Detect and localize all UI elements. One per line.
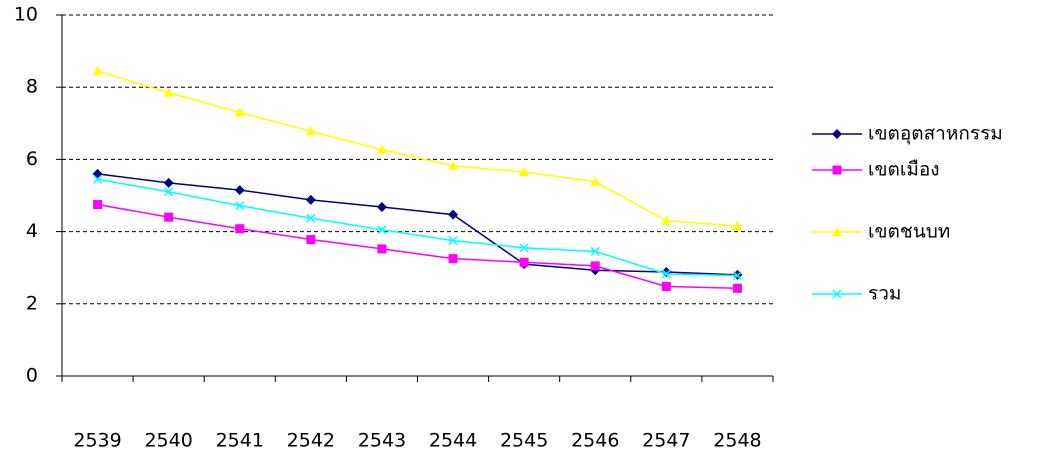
marker	[234, 185, 245, 196]
marker	[234, 107, 245, 117]
x-tick-label: 2547	[642, 430, 690, 452]
marker	[661, 269, 671, 279]
series-line	[97, 70, 738, 227]
legend-marker	[832, 227, 842, 236]
marker	[590, 246, 600, 256]
marker	[519, 243, 529, 253]
x-tick-label: 2544	[429, 430, 477, 452]
legend-label: เขตอุตสาหกรรม	[868, 123, 1003, 146]
x-tick-label: 2543	[358, 430, 406, 452]
x-tick-label: 2546	[571, 430, 619, 452]
marker	[235, 201, 245, 211]
y-tick-label: 6	[26, 148, 38, 170]
marker	[661, 281, 671, 291]
y-tick-label: 8	[26, 76, 38, 98]
legend-marker	[832, 129, 842, 139]
marker	[448, 209, 459, 220]
marker	[732, 283, 742, 293]
marker	[519, 257, 529, 267]
x-tick-label: 2541	[216, 430, 264, 452]
x-tick-label: 2545	[500, 430, 548, 452]
marker	[590, 176, 601, 186]
marker	[377, 244, 387, 254]
marker	[306, 235, 316, 245]
marker	[661, 215, 672, 225]
marker	[448, 236, 458, 246]
marker	[448, 160, 459, 170]
x-tick-label: 2539	[73, 430, 121, 452]
marker	[93, 200, 103, 210]
marker	[376, 202, 387, 213]
marker	[235, 224, 245, 234]
legend-marker	[832, 165, 842, 175]
marker	[732, 271, 742, 281]
x-tick-label: 2540	[144, 430, 192, 452]
marker	[732, 221, 743, 231]
legend-label: รวม	[868, 283, 901, 305]
x-tick-label: 2542	[287, 430, 335, 452]
series-line	[97, 178, 738, 277]
marker	[92, 65, 103, 75]
y-tick-label: 10	[14, 4, 38, 26]
marker	[519, 167, 530, 177]
marker	[164, 212, 174, 222]
marker	[305, 126, 316, 136]
y-tick-label: 2	[26, 292, 38, 314]
marker	[163, 87, 174, 97]
marker	[377, 225, 387, 235]
x-tick-label: 2548	[713, 430, 761, 452]
legend-label: เขตเมือง	[868, 159, 940, 181]
marker	[306, 213, 316, 223]
marker	[305, 194, 316, 205]
series-line	[97, 173, 738, 276]
marker	[93, 174, 103, 184]
marker	[163, 177, 174, 188]
marker	[448, 254, 458, 264]
marker	[164, 187, 174, 197]
y-tick-label: 0	[26, 365, 38, 387]
y-tick-label: 4	[26, 220, 38, 242]
marker	[92, 168, 103, 179]
marker	[376, 144, 387, 154]
series-line	[97, 203, 738, 290]
marker	[590, 261, 600, 271]
legend-marker	[832, 289, 842, 299]
legend-label: เขตชนบท	[868, 221, 950, 243]
